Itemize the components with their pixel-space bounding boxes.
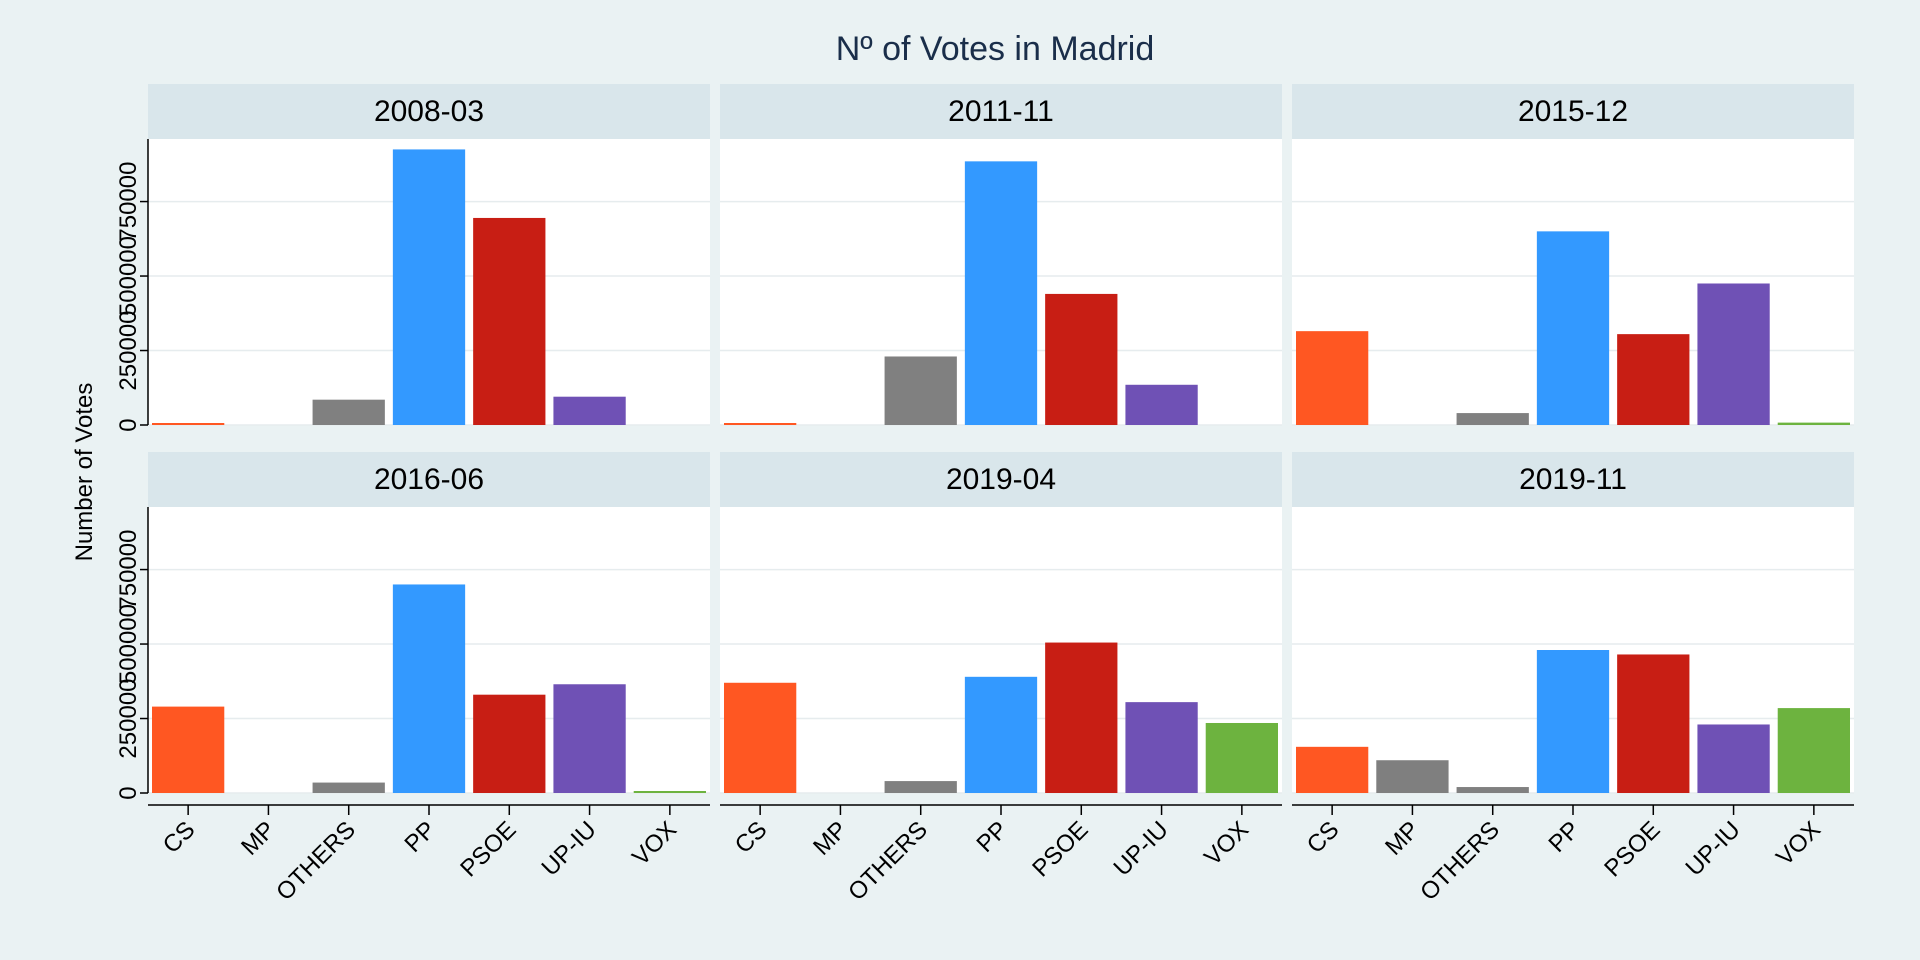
- bar-psoe: [473, 217, 546, 425]
- y-tick-label: 250000: [115, 310, 142, 390]
- bar-others: [312, 782, 385, 793]
- bar-psoe: [1617, 654, 1690, 793]
- panel-title: 2015-12: [1518, 95, 1628, 128]
- bar-psoe: [473, 694, 546, 793]
- bar-pp: [1536, 231, 1610, 425]
- bar-others: [1456, 413, 1529, 425]
- bar-vox: [1777, 422, 1850, 425]
- bar-psoe: [1045, 642, 1118, 793]
- bar-pp: [1536, 650, 1610, 793]
- y-tick-label: 250000: [115, 678, 142, 758]
- y-tick-label: 750000: [115, 530, 142, 610]
- bar-up-iu: [553, 684, 626, 793]
- bar-up-iu: [1697, 283, 1770, 425]
- bar-psoe: [1045, 293, 1118, 425]
- bar-psoe: [1617, 334, 1690, 425]
- bar-cs: [152, 706, 225, 793]
- y-axis-label: Number of Votes: [71, 383, 98, 562]
- y-tick-label: 750000: [115, 162, 142, 242]
- y-tick-label: 0: [115, 418, 142, 431]
- bar-pp: [392, 584, 466, 793]
- facet-panel-2015-12: 2015-12: [1292, 84, 1854, 426]
- panel-title: 2011-11: [948, 95, 1054, 128]
- bar-others: [884, 781, 957, 793]
- facet-panel-2011-11: 2011-11: [720, 84, 1282, 426]
- bar-cs: [152, 423, 225, 425]
- panel-strip: [148, 84, 710, 139]
- bar-up-iu: [1697, 724, 1770, 793]
- panel-strip: [1292, 452, 1854, 507]
- bar-up-iu: [1125, 702, 1198, 793]
- bar-up-iu: [1125, 384, 1198, 425]
- bar-vox: [1205, 722, 1278, 793]
- bar-cs: [724, 682, 797, 793]
- bar-others: [312, 399, 385, 425]
- panel-strip: [720, 452, 1282, 507]
- panel-strip: [148, 452, 710, 507]
- bar-pp: [964, 161, 1038, 425]
- y-tick-label: 0: [115, 786, 142, 799]
- y-tick-label: 500000: [115, 604, 142, 684]
- panel-strip: [1292, 84, 1854, 139]
- bar-pp: [964, 676, 1038, 793]
- panel-title: 2008-03: [374, 95, 484, 128]
- panel-strip: [720, 84, 1282, 139]
- bar-cs: [1296, 746, 1369, 793]
- bar-up-iu: [553, 396, 626, 425]
- bar-others: [884, 356, 957, 425]
- bar-cs: [724, 423, 797, 425]
- chart-title: Nº of Votes in Madrid: [836, 30, 1155, 68]
- bar-others: [1456, 787, 1529, 793]
- panel-title: 2019-04: [946, 463, 1056, 496]
- bar-vox: [633, 791, 706, 793]
- y-tick-label: 500000: [115, 236, 142, 316]
- panel-title: 2016-06: [374, 463, 484, 496]
- bar-cs: [1296, 331, 1369, 425]
- bar-mp: [1376, 760, 1449, 793]
- bar-pp: [392, 149, 466, 426]
- panel-title: 2019-11: [1519, 463, 1627, 496]
- bar-vox: [1777, 708, 1850, 793]
